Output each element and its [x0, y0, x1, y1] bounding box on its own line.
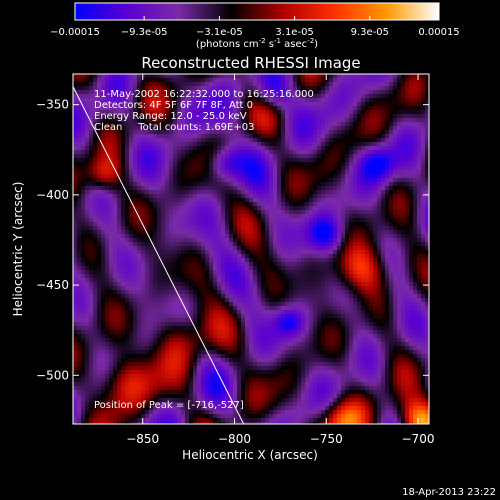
x-tick-label: −700: [402, 432, 435, 446]
colorbar-tick-label: 0.00015: [418, 27, 459, 38]
x-axis-label: Heliocentric X (arcsec): [182, 448, 318, 462]
colorbar-tick-label: −9.3e-05: [121, 27, 168, 38]
heatmap-image: [73, 74, 429, 424]
peak-position-label: Position of Peak = [-716,-527]: [94, 400, 244, 411]
x-tick-label: −800: [218, 432, 251, 446]
colorbar-tick-label: −3.1e-05: [196, 27, 243, 38]
annotation-total-counts: Clean Total counts: 1.69E+03: [94, 122, 254, 133]
colorbar-tick-label: 3.1e-05: [275, 27, 313, 38]
x-axis-ticks: −850 −800 −750 −700: [126, 74, 434, 446]
y-axis-ticks: −350 −400 −450 −500: [36, 98, 429, 382]
solar-limb-line: [73, 86, 245, 424]
x-tick-label: −750: [310, 432, 343, 446]
colorbar-unit-label: (photons cm-2 s-1 asec-2): [196, 37, 318, 50]
y-tick-label: −350: [36, 98, 69, 112]
y-tick-label: −500: [36, 368, 69, 382]
chart-title: Reconstructed RHESSI Image: [141, 54, 360, 72]
annotation-detectors: Detectors: 4F 5F 6F 7F 8F, Att 0: [94, 100, 253, 111]
y-tick-label: −400: [36, 188, 69, 202]
y-axis-label: Heliocentric Y (arcsec): [11, 182, 25, 317]
x-tick-label: −850: [126, 432, 159, 446]
plot-frame: [72, 73, 430, 425]
footer-timestamp: 18-Apr-2013 23:22: [402, 487, 496, 498]
colorbar-tick-label: 9.3e-05: [351, 27, 389, 38]
annotation-energy-range: Energy Range: 12.0 - 25.0 keV: [94, 111, 247, 122]
colorbar: [74, 2, 440, 21]
colorbar-ticks: −0.00015 −9.3e-05 −3.1e-05 3.1e-05 9.3e-05 0.…: [50, 16, 460, 38]
colorbar-tick-label: −0.00015: [50, 27, 100, 38]
annotation-time-range: 11-May-2002 16:22:32.000 to 16:25:16.000: [94, 89, 314, 100]
y-tick-label: −450: [36, 278, 69, 292]
